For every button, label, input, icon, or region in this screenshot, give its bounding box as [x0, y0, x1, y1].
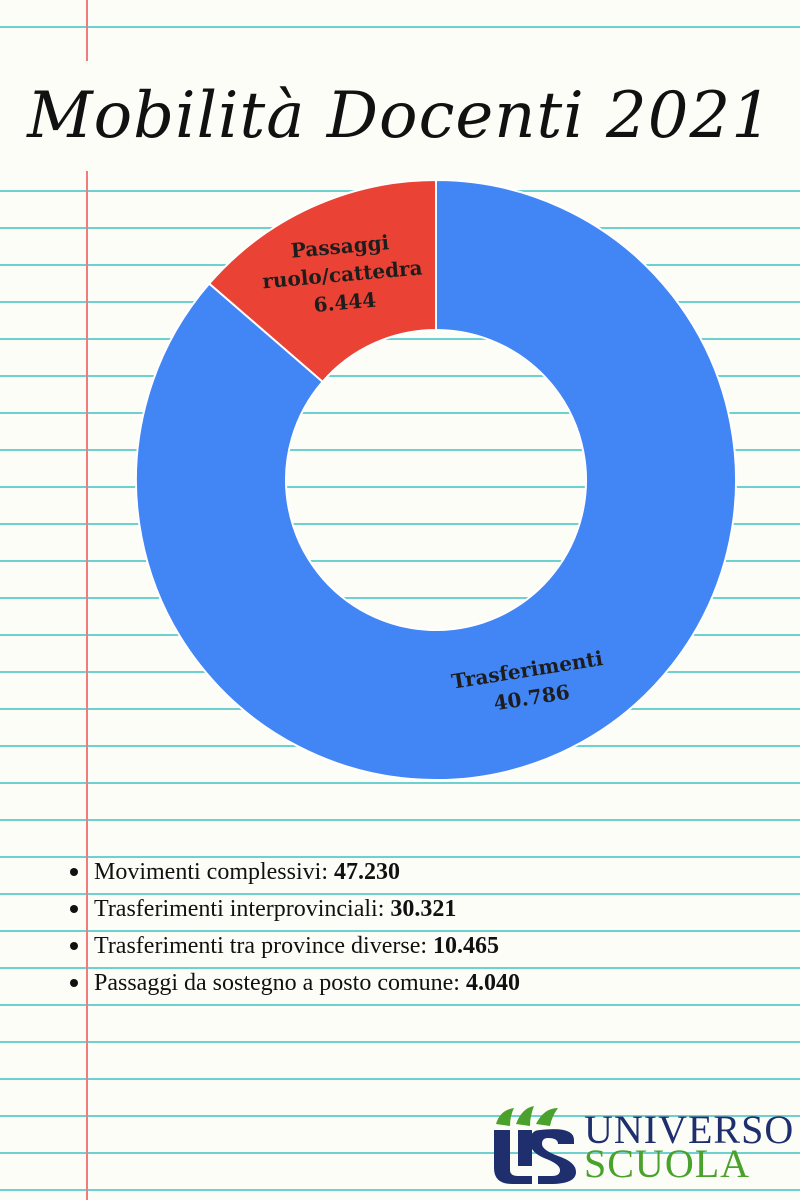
bullet-icon [70, 942, 78, 950]
fact-value: 30.321 [390, 896, 457, 922]
donut-chart: Passaggiruolo/cattedra6.444Trasferimenti… [135, 178, 737, 781]
book-logo-icon [494, 1106, 576, 1184]
fact-item: Passaggi da sostegno a posto comune: 4.0… [70, 965, 770, 1002]
fact-value: 4.040 [465, 970, 520, 996]
universo-scuola-logo: UNIVERSO SCUOLA [488, 1104, 793, 1188]
slice-value-label: 6.444 [313, 288, 378, 317]
donut-slice [207, 178, 437, 384]
bullet-icon [70, 868, 78, 876]
logo-text-scuola: SCUOLA [584, 1141, 751, 1186]
fact-item: Trasferimenti interprovinciali: 30.321 [70, 891, 770, 928]
fact-label: Movimenti complessivi: [94, 859, 334, 885]
facts-list: Movimenti complessivi: 47.230 Trasferime… [70, 854, 770, 1002]
fact-value: 47.230 [334, 859, 400, 885]
bullet-icon [70, 905, 78, 913]
donut-slice [135, 178, 737, 781]
bullet-icon [70, 979, 78, 987]
fact-item: Trasferimenti tra province diverse: 10.4… [70, 928, 770, 965]
fact-item: Movimenti complessivi: 47.230 [70, 854, 770, 891]
fact-label: Trasferimenti tra province diverse: [94, 933, 434, 959]
page-title: Mobilità Docenti 2021 [0, 60, 800, 171]
fact-label: Passaggi da sostegno a posto comune: [94, 970, 466, 996]
logo-text-universo: UNIVERSO [584, 1107, 795, 1152]
fact-label: Trasferimenti interprovinciali: [94, 896, 391, 922]
notebook-margin-line [86, 0, 88, 1200]
fact-value: 10.465 [433, 933, 500, 959]
